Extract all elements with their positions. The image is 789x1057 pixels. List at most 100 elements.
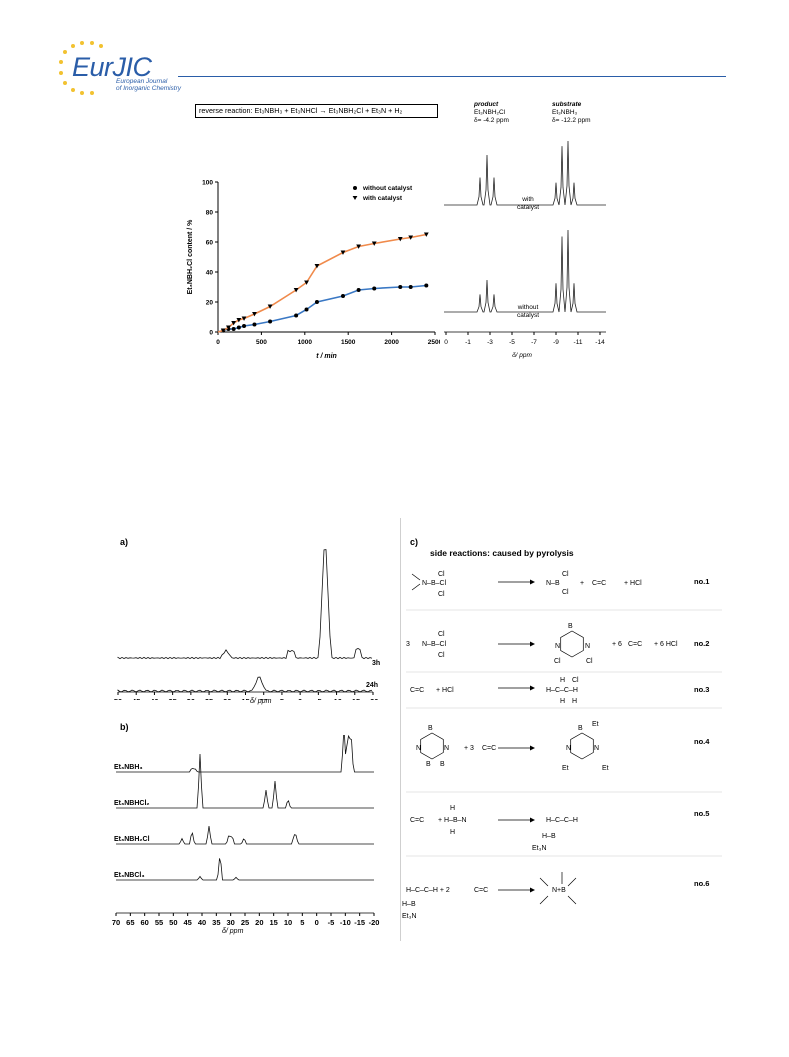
scheme-atom: N	[566, 745, 571, 752]
panel-a-tick-label: 30	[187, 697, 195, 700]
nmr-product-title: product	[474, 101, 499, 108]
nmr-product-shift: δ= -4.2 ppm	[474, 117, 509, 124]
panel-b-xlabel: δ/ ppm	[222, 928, 244, 935]
nmr-top-tick-label: 0	[444, 339, 448, 346]
data-point	[423, 232, 429, 237]
scheme-atom: H–B	[542, 833, 556, 840]
nmr-top-tick-label: -1	[465, 339, 471, 346]
scheme-atom: H	[560, 677, 565, 684]
scheme-atom: Et	[602, 765, 609, 772]
scheme-atom: N–B–Cl	[422, 580, 447, 587]
panel-b-tick-label: 50	[169, 918, 177, 927]
scheme-atom: C=C	[482, 745, 496, 752]
panel-b-tick-label: 55	[155, 918, 163, 927]
scheme-atom: H–B	[402, 901, 416, 908]
scheme-atom: + 6 HCl	[654, 641, 678, 648]
reaction-arrowhead	[530, 579, 535, 585]
panel-a-tick-label: 50	[114, 697, 122, 700]
scheme-atom: H–C–C–H	[546, 817, 578, 824]
panel-b-trace-label: Et₃NBH₂Cl	[114, 836, 150, 843]
scheme-atom: C=C	[474, 887, 488, 894]
nmr-substrate-title: substrate	[552, 101, 582, 108]
scheme-atom: 3	[406, 641, 410, 648]
panel-b-tick-label: 10	[284, 918, 292, 927]
data-point	[356, 244, 362, 249]
y-tick-label: 20	[206, 300, 214, 307]
chart-legend: without catalyst with catalyst	[352, 185, 413, 202]
data-point	[220, 328, 226, 333]
scheme-atom: Cl	[554, 658, 561, 665]
panel-b-tick-label: -10	[340, 918, 351, 927]
nmr-with-label-1: with	[521, 196, 534, 203]
panel-b-tick-label: -15	[354, 918, 365, 927]
nmr-top-tick-label: -9	[553, 339, 559, 346]
scheme-atom: Cl	[438, 571, 445, 578]
borazine-ring	[570, 732, 594, 760]
panel-a-tick-label: -15	[349, 697, 360, 700]
panel-a-tick-label: 25	[205, 697, 213, 700]
reaction-arrowhead	[530, 641, 535, 647]
scheme-atom: H	[560, 698, 565, 705]
y-tick-label: 0	[209, 330, 213, 337]
data-point	[398, 285, 403, 289]
panel-b-tick-label: 40	[198, 918, 206, 927]
reaction-number: no.4	[694, 737, 710, 746]
ethyl-bonds	[539, 872, 577, 905]
data-point	[236, 318, 242, 323]
panel-a-trace-24h: 24h	[366, 682, 378, 689]
data-point	[267, 304, 273, 309]
nmr-top-axis: 0 -1 -3 -5 -7 -9 -11 -14	[444, 331, 606, 346]
scheme-atom: + HCl	[436, 687, 454, 694]
panel-b-tick-label: 60	[140, 918, 148, 927]
data-point	[231, 321, 237, 326]
scheme-atom: + H–B–N	[438, 817, 467, 824]
nmr-top-tick-label: -5	[509, 339, 515, 346]
spectrum-b-0	[116, 735, 374, 773]
panel-b-trace-label: Et₃NBCl₃	[114, 872, 145, 879]
data-point	[340, 250, 346, 255]
spectrum-3h	[117, 549, 373, 660]
panel-a-tick-label: -5	[315, 697, 322, 700]
panel-a-tick-label: 45	[132, 697, 140, 700]
data-point	[424, 283, 429, 288]
panel-a-tick-label: -20	[368, 697, 379, 700]
nmr-top-tick-label: -7	[531, 339, 537, 346]
reaction-number: no.2	[694, 639, 709, 648]
panel-b-tick-label: 15	[269, 918, 277, 927]
x-tick-label: 2000	[384, 339, 399, 346]
data-point	[408, 285, 413, 289]
panel-b-tick-label: -20	[369, 918, 380, 927]
panel-a-xlabel-html: δ/ ppm	[250, 698, 272, 705]
journal-logo	[59, 41, 103, 95]
scheme-atom: N	[444, 745, 449, 752]
nmr-spectra-top: with catalyst without catalyst 0 -1 -3 -5 -7…	[444, 140, 606, 359]
scheme-atom: Et	[592, 721, 599, 728]
scheme-atom: H–C–C–H + 2	[406, 887, 450, 894]
panel-b-label: b)	[120, 722, 129, 732]
panel-b-tick-label: 25	[241, 918, 249, 927]
data-point	[252, 312, 257, 317]
nmr-trace-1	[444, 229, 606, 313]
ethyl-bond	[411, 573, 421, 591]
scheme-atom: + HCl	[624, 580, 642, 587]
scheme-atom: H–C–C–H	[546, 687, 578, 694]
data-point	[294, 313, 299, 318]
scheme-atom: Cl	[438, 652, 445, 659]
panel-b-tick-label: 35	[212, 918, 220, 927]
panel-a-tick-label: 40	[150, 697, 158, 700]
panel-a-trace-3h: 3h	[372, 660, 380, 667]
y-tick-label: 80	[206, 210, 214, 217]
scheme-atom: Et₃N	[402, 913, 417, 920]
spectrum-b-1	[116, 753, 374, 809]
scheme-atom: H	[450, 829, 455, 836]
data-point	[293, 288, 299, 293]
scheme-atom: N+B	[552, 887, 566, 894]
panel-b-tick-label: 45	[183, 918, 191, 927]
logo-subtitle-1: European Journal	[116, 78, 168, 85]
data-point	[340, 294, 345, 298]
nmr-product-compound: Et₃NBH₂Cl	[474, 109, 506, 116]
data-point	[356, 288, 361, 292]
panel-b-spectra: Et₃NBH₃ Et₃NBHCl₂ Et₃NBH₂Cl Et₃NBCl₃ 70 65 60 5…	[112, 735, 380, 927]
